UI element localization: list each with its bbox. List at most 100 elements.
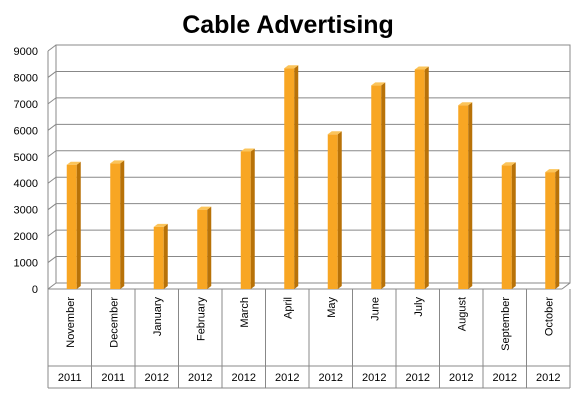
bar-july	[414, 66, 429, 289]
bar-front	[110, 163, 121, 289]
bar-april	[284, 65, 299, 289]
year-label: 2012	[406, 372, 430, 384]
bar-august	[458, 102, 473, 289]
bar-side	[424, 66, 429, 289]
bar-february	[197, 206, 212, 289]
floor-edge	[561, 282, 571, 290]
category-label: July	[413, 297, 425, 317]
y-tick-label: 6000	[14, 125, 38, 137]
year-label: 2012	[493, 372, 517, 384]
gridline-depth	[47, 97, 57, 105]
year-label: 2011	[101, 372, 125, 384]
category-label: February	[195, 297, 207, 342]
y-tick-label: 2000	[14, 231, 38, 243]
category-label: April	[282, 297, 294, 319]
year-label: 2012	[536, 372, 560, 384]
gridline-depth	[47, 256, 57, 263]
y-tick-label: 4000	[14, 178, 38, 190]
bar-top	[66, 161, 81, 165]
chart-title: Cable Advertising	[182, 11, 394, 39]
bar-may	[327, 131, 342, 289]
category-label: June	[369, 297, 381, 321]
bar-january	[153, 223, 168, 289]
category-label: November	[65, 297, 77, 348]
bar-top	[110, 160, 125, 164]
y-tick-label: 1000	[14, 258, 38, 270]
year-label: 2012	[232, 372, 256, 384]
bar-side	[381, 82, 386, 289]
y-tick-label: 0	[32, 284, 38, 296]
year-label: 2012	[362, 372, 386, 384]
axes-layer: 0 1000 2000 3000 4000 5000 6000 7000 8000 9000	[14, 44, 571, 296]
gridline-depth	[47, 282, 57, 290]
year-label: 2012	[275, 372, 299, 384]
y-tick-label: 9000	[14, 46, 38, 58]
bar-november	[66, 161, 81, 289]
bar-side	[468, 102, 473, 289]
bar-side	[511, 162, 516, 289]
bar-top	[153, 223, 168, 227]
bar-side	[76, 161, 81, 289]
bar-top	[458, 102, 473, 106]
bar-front	[240, 151, 251, 289]
bar-top	[501, 162, 516, 166]
gridline-depth	[47, 176, 57, 184]
y-tick-label: 7000	[14, 99, 38, 111]
bar-top	[284, 65, 299, 69]
bar-top	[371, 82, 386, 86]
bar-top	[327, 131, 342, 135]
gridline-depth	[47, 229, 57, 237]
category-label: September	[500, 297, 512, 351]
category-label: May	[326, 297, 338, 318]
bar-side	[337, 131, 342, 289]
bar-front	[501, 165, 512, 289]
bar-side	[163, 223, 168, 289]
bar-top	[414, 66, 429, 70]
gridline-depth	[47, 203, 57, 211]
year-label: 2011	[58, 372, 82, 384]
gridline-depth	[47, 123, 57, 131]
y-tick-label: 3000	[14, 205, 38, 217]
bar-front	[545, 172, 556, 289]
year-label: 2012	[449, 372, 473, 384]
labels-layer: November 2011 December 2011 January 2012 Febru…	[47, 289, 571, 389]
bar-front	[458, 105, 469, 289]
gridline-depth	[47, 44, 57, 52]
bar-front	[153, 226, 164, 289]
year-label: 2012	[319, 372, 343, 384]
bar-front	[327, 134, 338, 289]
bar-october	[545, 169, 560, 289]
bar-side	[250, 148, 255, 289]
bar-side	[207, 206, 212, 289]
y-tick-label: 8000	[14, 72, 38, 84]
bar-march	[240, 148, 255, 289]
gridline-depth	[47, 71, 57, 78]
category-label: March	[239, 297, 251, 328]
bar-top	[545, 169, 560, 173]
y-tick-label: 5000	[14, 152, 38, 164]
bar-june	[371, 82, 386, 289]
bar-september	[501, 162, 516, 289]
bar-front	[284, 68, 295, 289]
bar-front	[197, 209, 208, 289]
bar-top	[197, 206, 212, 210]
back-wall	[55, 44, 571, 284]
bar-side	[294, 65, 299, 289]
bar-front	[66, 164, 77, 289]
category-label: December	[108, 297, 120, 348]
bar-side	[120, 160, 125, 289]
bars-layer	[66, 65, 560, 289]
gridline-depth	[47, 150, 57, 158]
category-label: October	[543, 297, 555, 336]
bar-december	[110, 160, 125, 289]
category-label: August	[456, 297, 468, 331]
bar-front	[414, 69, 425, 289]
bar-top	[240, 148, 255, 152]
year-label: 2012	[145, 372, 169, 384]
bar-side	[555, 169, 560, 289]
bar-front	[371, 85, 382, 289]
year-label: 2012	[188, 372, 212, 384]
category-label: January	[152, 297, 164, 337]
